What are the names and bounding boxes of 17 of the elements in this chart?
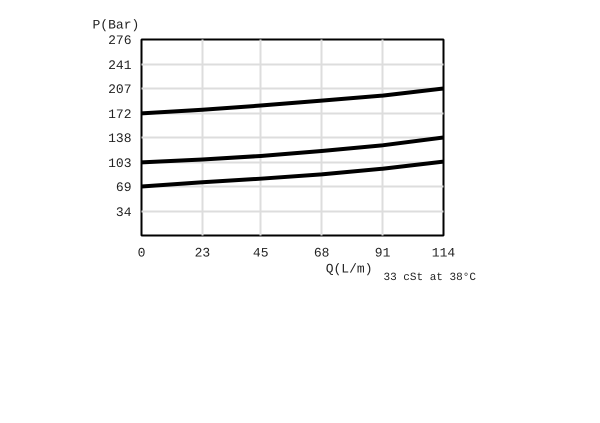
y-tick-label: 34 (116, 204, 132, 220)
y-tick-label: 172 (108, 106, 132, 122)
x-tick-label: 23 (194, 246, 210, 260)
text: 33 cSt at 38°C (384, 272, 476, 284)
y-tick-label: 276 (108, 33, 132, 48)
y-tick-label: 69 (116, 180, 132, 195)
y-axis-title: P(Bar) (92, 18, 140, 32)
y-tick-label: 207 (108, 82, 132, 97)
x-tick-label: 45 (252, 246, 269, 260)
x-tick-label: 114 (432, 246, 456, 260)
x-tick-label: 91 (374, 246, 391, 260)
x-axis-title: Q(L/m) (326, 262, 373, 276)
y-tick-label: 241 (108, 58, 132, 73)
x-tick-label: 0 (138, 246, 146, 260)
y-tick-label: 103 (108, 156, 132, 171)
x-tick-label: 68 (314, 246, 330, 260)
y-tick-label: 138 (108, 131, 132, 146)
